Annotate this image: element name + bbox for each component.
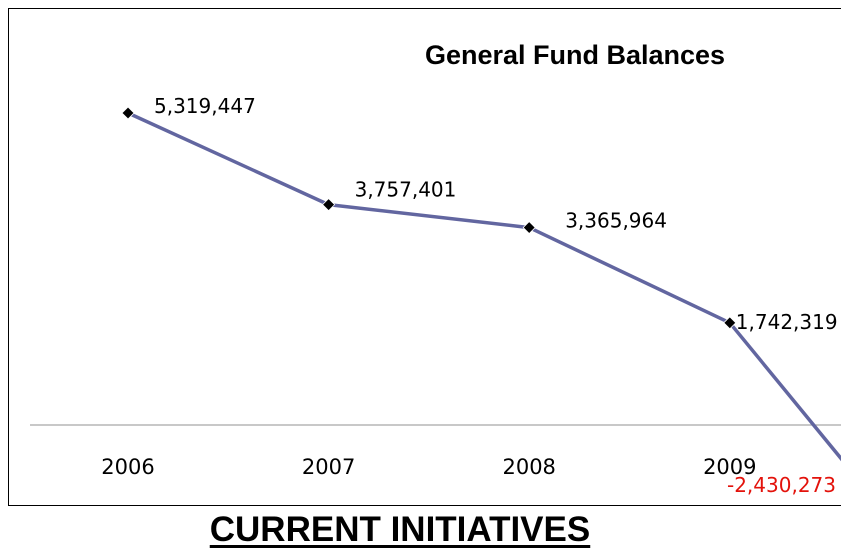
data-label-2007: 3,757,401 (355, 178, 457, 202)
marker-layer (121, 106, 737, 330)
data-label-layer: 5,319,447 3,757,401 3,365,964 1,742,319 -2,4… (154, 94, 838, 497)
data-label-2006: 5,319,447 (154, 94, 256, 118)
data-point-marker-2006 (121, 106, 135, 120)
data-point-marker-2009 (723, 316, 737, 330)
data-point-marker-2007 (322, 198, 336, 212)
chart-frame (8, 8, 841, 506)
current-initiatives-heading: CURRENT INITIATIVES (209, 510, 591, 549)
data-label-2010: -2,430,273 (727, 473, 836, 497)
x-tick-label-2009: 2009 (703, 455, 756, 479)
chart-title: General Fund Balances (425, 40, 725, 70)
x-tick-label-2007: 2007 (302, 455, 355, 479)
data-label-2009: 1,742,319 (736, 310, 838, 334)
x-tick-label-2006: 2006 (101, 455, 154, 479)
x-axis-ticks: 2006 2007 2008 2009 (101, 455, 756, 479)
data-point-marker-2008 (522, 221, 536, 235)
data-label-2008: 3,365,964 (565, 209, 667, 233)
x-tick-label-2008: 2008 (502, 455, 555, 479)
